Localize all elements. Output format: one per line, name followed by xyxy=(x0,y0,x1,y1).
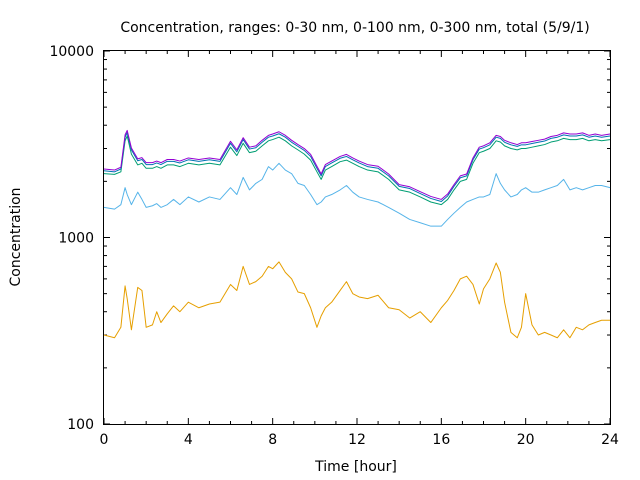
x-tick-label: 16 xyxy=(432,432,450,448)
x-tick-label: 0 xyxy=(100,432,109,448)
series-line-3 xyxy=(103,135,611,206)
x-axis-title: Time [hour] xyxy=(314,459,397,475)
series-line-4 xyxy=(103,132,611,202)
plot-frame xyxy=(103,50,611,425)
x-tick-label: 12 xyxy=(348,432,366,448)
x-tick-label: 4 xyxy=(184,432,193,448)
x-tick-label: 8 xyxy=(268,432,277,448)
series-line-5 xyxy=(103,129,611,200)
y-tick-label: 1000 xyxy=(58,231,94,247)
series-line-2 xyxy=(103,162,611,227)
y-tick-label: 10000 xyxy=(49,44,94,60)
x-tick-label: 20 xyxy=(517,432,535,448)
chart-title: Concentration, ranges: 0-30 nm, 0-100 nm… xyxy=(120,20,589,36)
y-axis-title: Concentration xyxy=(8,187,24,286)
y-tick-label: 100 xyxy=(67,417,94,433)
ticks-layer: 0 4 8 12 16 20 24 100 1000 10000 xyxy=(49,44,619,448)
series-layer xyxy=(103,129,611,339)
x-tick-label: 24 xyxy=(601,432,619,448)
series-line-1 xyxy=(103,261,610,339)
